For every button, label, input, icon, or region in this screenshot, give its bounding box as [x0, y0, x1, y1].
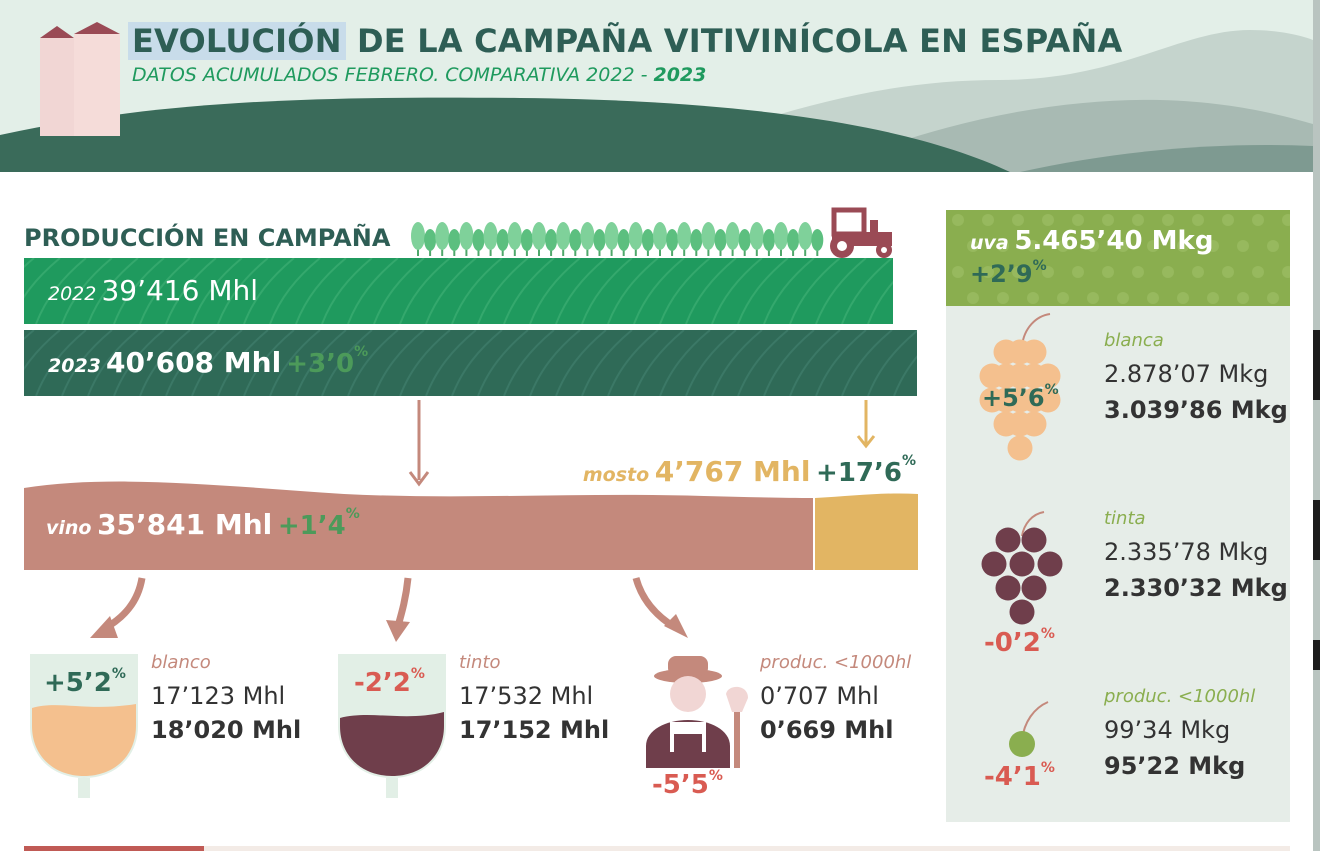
- tinta-2022-value: 2.335’78 Mkg: [1104, 538, 1269, 566]
- dot-pattern: [952, 214, 1290, 304]
- page-title: EVOLUCIÓN DE LA CAMPAÑA VITIVINÍCOLA EN …: [128, 22, 1122, 60]
- produc-wine-pct: -5’5%: [652, 768, 723, 800]
- tinto-2023-value: 17’152 Mhl: [459, 716, 610, 744]
- tinto-pct: -2’2%: [354, 666, 425, 698]
- blanca-pct: +5’6%: [982, 382, 1059, 412]
- production-bar-2023: 2023 40’608 Mhl +3’0%: [24, 330, 917, 396]
- white-wine-glass-icon: [30, 654, 138, 798]
- blanco-pct: +5’2%: [44, 666, 126, 698]
- red-wine-glass-icon: [338, 654, 446, 798]
- white-grape-icon: [979, 313, 1061, 461]
- produc-grape-pct: -4’1%: [984, 760, 1055, 792]
- blanco-label: blanco: [151, 652, 211, 673]
- tinta-label: tinta: [1104, 508, 1146, 529]
- curved-arrow-icon: [632, 576, 688, 638]
- production-section-title: PRODUCCIÓN EN CAMPAÑA: [24, 224, 391, 252]
- produc-wine-label: produc. <1000hl: [760, 652, 912, 673]
- tractor-icon: [830, 207, 892, 258]
- header-banner: EVOLUCIÓN DE LA CAMPAÑA VITIVINÍCOLA EN …: [0, 0, 1313, 172]
- uva-summary-box: uva 5.465’40 Mkg +2’9%: [946, 210, 1290, 306]
- field-stripes: [24, 330, 917, 396]
- blanca-2023-value: 3.039’86 Mkg: [1104, 396, 1288, 424]
- blanca-label: blanca: [1104, 330, 1164, 351]
- landscape-illustration: [0, 30, 1313, 172]
- field-stripes: [24, 258, 893, 324]
- vino-label: vino 35’841 Mhl +1’4%: [46, 506, 360, 541]
- produc-grape-label: produc. <1000hl: [1104, 686, 1256, 707]
- blanco-2023-value: 18’020 Mhl: [151, 716, 302, 744]
- curved-arrow-icon: [386, 577, 412, 642]
- uva-label: uva 5.465’40 Mkg: [970, 226, 1214, 256]
- production-2023-label: 2023 40’608 Mhl +3’0%: [48, 344, 369, 379]
- arrow-down-icon: [408, 400, 430, 487]
- production-bar-2022: 2022 39’416 Mhl: [24, 258, 893, 324]
- uva-pct: +2’9%: [970, 258, 1047, 288]
- blanco-2022-value: 17’123 Mhl: [151, 682, 286, 710]
- produc-grape-2023-value: 95’22 Mkg: [1104, 752, 1246, 780]
- vineyard-trees-icon: [411, 222, 824, 256]
- tinta-2023-value: 2.330’32 Mkg: [1104, 574, 1288, 602]
- vino-mosto-band: [24, 481, 918, 570]
- tinto-2022-value: 17’532 Mhl: [459, 682, 594, 710]
- produc-grape-2022-value: 99’34 Mkg: [1104, 716, 1231, 744]
- page-subtitle: DATOS ACUMULADOS FEBRERO. COMPARATIVA 20…: [132, 64, 707, 86]
- footer-divider: [24, 846, 1290, 851]
- tinto-label: tinto: [459, 652, 501, 673]
- silo-icon: [40, 22, 120, 136]
- tinta-pct: -0’2%: [984, 626, 1055, 658]
- red-grape-icon: [981, 511, 1063, 625]
- mosto-label: mosto 4’767 Mhl +17’6%: [582, 453, 916, 488]
- single-grape-icon: [1009, 701, 1049, 757]
- produc-wine-2022-value: 0’707 Mhl: [760, 682, 879, 710]
- farmer-icon: [646, 656, 748, 768]
- produc-wine-2023-value: 0’669 Mhl: [760, 716, 894, 744]
- window-edge: [1313, 0, 1320, 851]
- arrow-down-icon: [856, 400, 876, 449]
- production-2022-label: 2022 39’416 Mhl: [48, 274, 259, 307]
- curved-arrow-icon: [90, 577, 146, 638]
- blanca-2022-value: 2.878’07 Mkg: [1104, 360, 1269, 388]
